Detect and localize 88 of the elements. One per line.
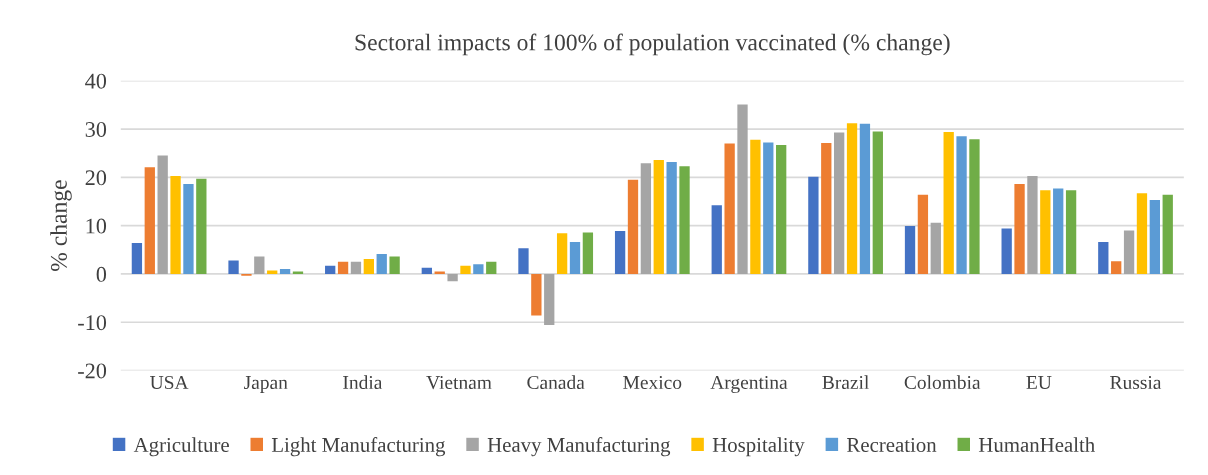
- y-tick-label: 30: [85, 121, 107, 137]
- bar: [956, 136, 967, 274]
- bar: [821, 143, 832, 274]
- bar: [1111, 261, 1122, 274]
- bar: [1162, 194, 1173, 274]
- bar: [569, 242, 581, 274]
- bar: [460, 265, 471, 274]
- x-tick-label: Japan: [244, 376, 288, 393]
- y-tick-label: 0: [96, 266, 107, 282]
- legend-label: Recreation: [847, 437, 937, 452]
- bar: [196, 178, 207, 274]
- bar: [1149, 200, 1160, 274]
- bar: [337, 261, 349, 274]
- bar: [640, 163, 652, 274]
- bar: [679, 166, 690, 274]
- bar: [943, 131, 954, 274]
- bar: [1098, 242, 1109, 274]
- bar: [776, 144, 787, 274]
- x-tick-label: India: [343, 375, 383, 390]
- x-tick-label: Argentina: [710, 375, 788, 393]
- bar: [666, 161, 677, 274]
- bar: [376, 254, 387, 274]
- legend-label: Hospitality: [712, 437, 805, 457]
- bar: [531, 273, 542, 316]
- bar: [350, 261, 362, 274]
- bar: [737, 104, 748, 274]
- bar: [859, 123, 871, 274]
- bar: [834, 132, 845, 274]
- bar: [157, 155, 168, 274]
- bar: [1040, 190, 1051, 274]
- x-tick-label: Brazil: [822, 375, 869, 390]
- x-tick-label: USA: [150, 375, 189, 390]
- x-tick-label: Colombia: [904, 375, 981, 390]
- bar: [421, 267, 432, 274]
- bar: [763, 142, 774, 274]
- bar: [144, 167, 155, 274]
- y-tick-label: 10: [86, 218, 107, 234]
- bar: [170, 175, 181, 274]
- bar: [447, 273, 458, 282]
- bar: [846, 123, 858, 274]
- bar: [711, 205, 722, 274]
- bar: [904, 226, 916, 274]
- y-tick-label: -10: [78, 315, 107, 331]
- bar: [183, 184, 194, 274]
- bar: [582, 232, 594, 274]
- bar: [325, 265, 336, 274]
- x-tick-label: EU: [1026, 376, 1052, 390]
- legend-label: Heavy Manufacturing: [487, 437, 671, 457]
- bar: [389, 256, 400, 274]
- bar: [808, 176, 819, 274]
- bar: [473, 264, 484, 274]
- legend-label: HumanHealth: [978, 437, 1095, 452]
- bar: [930, 222, 941, 274]
- bar: [1027, 175, 1038, 274]
- y-tick-label: -20: [78, 363, 107, 379]
- bar: [363, 258, 374, 274]
- bar: [131, 243, 143, 274]
- legend-label: Agriculture: [133, 437, 229, 457]
- x-tick-label: Russia: [1110, 375, 1162, 390]
- bar: [627, 179, 639, 274]
- x-tick-label: Vietnam: [426, 375, 492, 390]
- bar: [279, 269, 291, 274]
- bar: [1053, 188, 1064, 274]
- bar: [486, 261, 497, 274]
- x-tick-label: Mexico: [623, 375, 682, 390]
- legend-label: Light Manufacturing: [271, 437, 446, 457]
- bar: [614, 230, 626, 274]
- y-tick-label: 20: [85, 170, 107, 186]
- bar: [1136, 193, 1148, 274]
- x-tick-label: Canada: [527, 375, 585, 390]
- bar: [544, 273, 555, 326]
- bar: [653, 159, 664, 274]
- bar: [724, 143, 735, 274]
- bar: [254, 256, 265, 274]
- chart-title: Sectoral impacts of 100% of population vaccinated (% change): [355, 33, 950, 56]
- y-tick-label: 40: [85, 73, 107, 89]
- bar: [1123, 230, 1135, 274]
- bar: [917, 194, 929, 274]
- bar: [1001, 228, 1012, 274]
- bar: [750, 139, 761, 274]
- y-axis-title: % change: [50, 180, 72, 272]
- bar: [518, 248, 529, 274]
- bar: [969, 139, 980, 274]
- bar: [556, 233, 568, 274]
- bar: [1065, 190, 1077, 274]
- bar: [1014, 184, 1025, 274]
- bar: [872, 131, 883, 274]
- bar: [228, 260, 239, 274]
